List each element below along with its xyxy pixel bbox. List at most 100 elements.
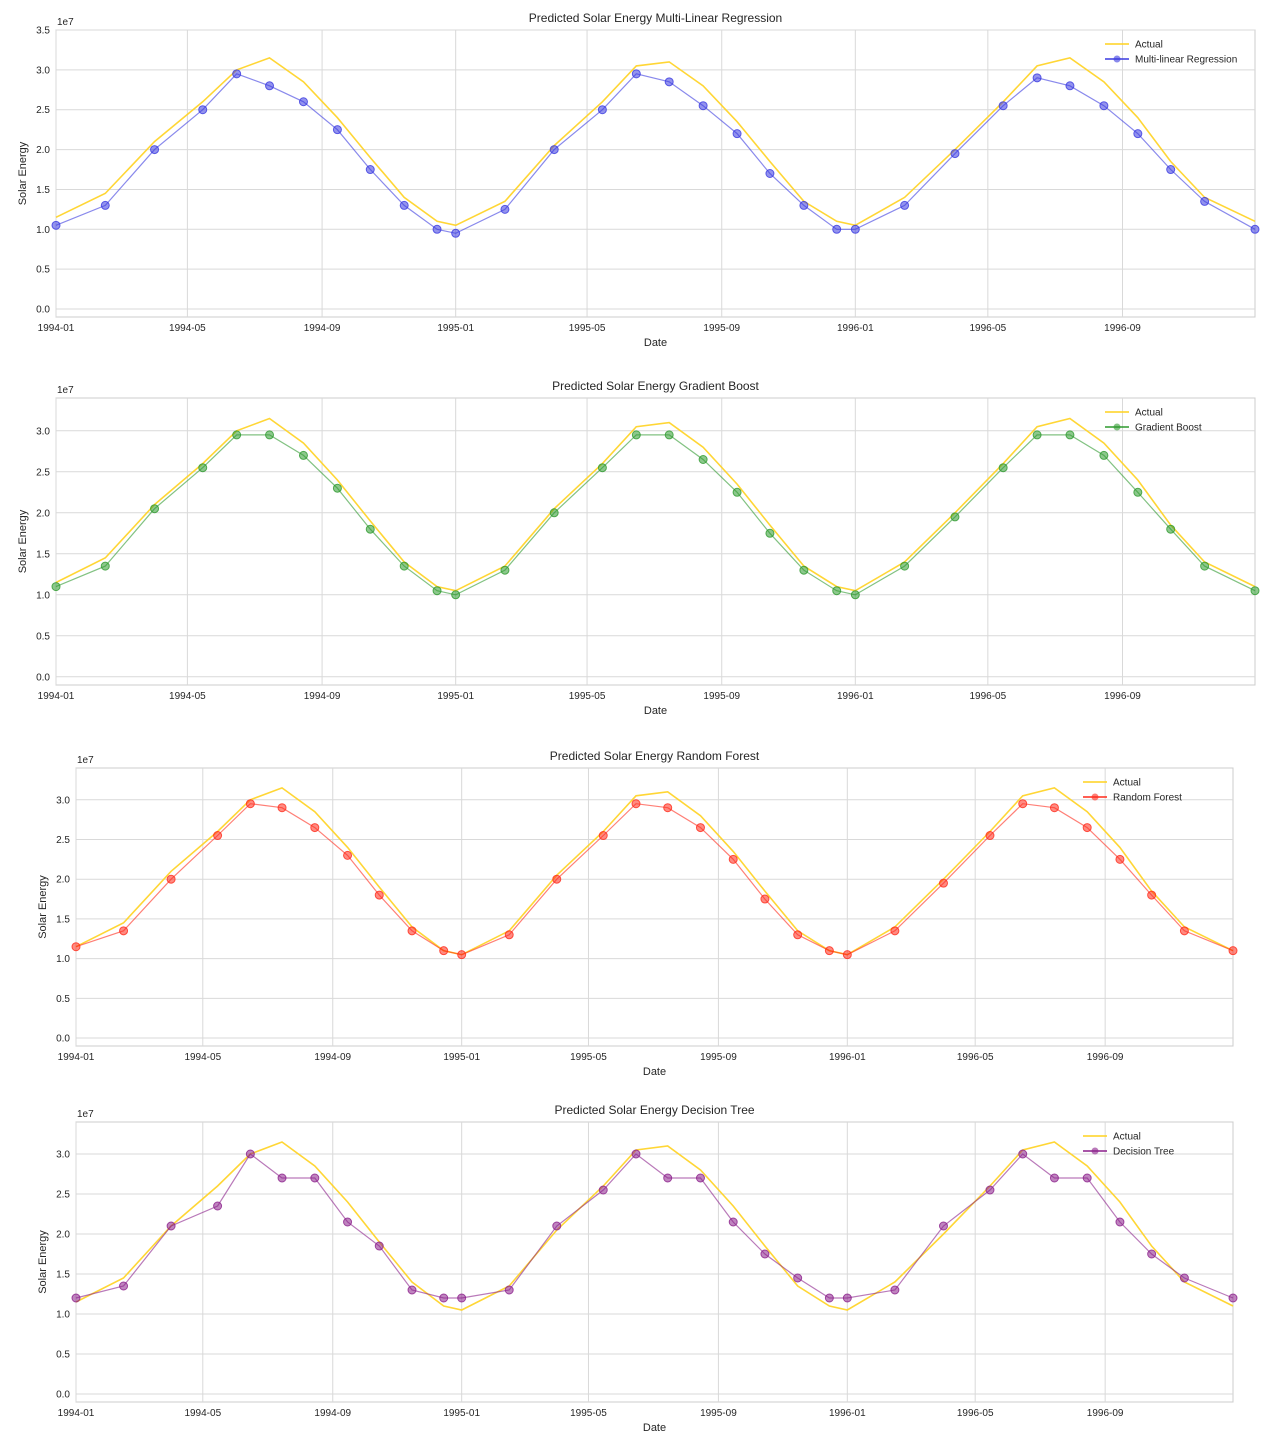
y-tick-label: 2.0: [36, 145, 50, 156]
legend-label: Actual: [1113, 778, 1141, 789]
y-tick-label: 3.0: [56, 1150, 70, 1161]
x-tick-label: 1995-01: [443, 1408, 480, 1419]
data-point: [1018, 799, 1028, 809]
data-point: [399, 200, 409, 210]
x-tick-label: 1996-01: [829, 1052, 866, 1063]
y-tick-label: 3.5: [36, 26, 50, 37]
y-tick-label: 1.5: [36, 185, 50, 196]
y-tick-label: 0.0: [56, 1034, 70, 1045]
x-axis-label: Date: [644, 705, 667, 717]
data-point: [432, 224, 442, 234]
data-point: [166, 1221, 176, 1231]
data-point: [432, 586, 442, 596]
y-tick-label: 0.0: [36, 305, 50, 316]
data-point: [500, 204, 510, 214]
legend-label: Multi-linear Regression: [1135, 55, 1237, 66]
data-point: [1049, 803, 1059, 813]
x-tick-label: 1995-09: [700, 1408, 737, 1419]
x-tick-label: 1995-09: [700, 1052, 737, 1063]
y-multiplier: 1e7: [57, 385, 74, 396]
chart-4: 0.0 0.5 1.0 1.5 2.0 2.5 3.0 1994-01 1994-05 1994-…: [37, 1103, 1238, 1434]
data-point: [850, 590, 860, 600]
data-point: [1228, 1293, 1238, 1303]
data-point: [119, 926, 129, 936]
data-point: [760, 1249, 770, 1259]
y-tick-label: 0.0: [56, 1390, 70, 1401]
data-point: [1115, 1217, 1125, 1227]
data-point: [824, 946, 834, 956]
y-tick-label: 1.5: [36, 549, 50, 560]
x-axis-label: Date: [643, 1422, 666, 1434]
data-point: [1032, 430, 1042, 440]
data-point: [100, 561, 110, 571]
y-tick-label: 1.5: [56, 1270, 70, 1281]
plot-area: [75, 1121, 1234, 1403]
data-point: [765, 169, 775, 178]
legend: Actual Decision Tree: [1083, 1132, 1175, 1158]
data-point: [631, 430, 641, 440]
y-tick-label: 3.0: [56, 795, 70, 806]
y-axis-label: Solar Energy: [37, 1230, 49, 1294]
y-multiplier: 1e7: [77, 1109, 94, 1120]
legend: Actual Random Forest: [1083, 778, 1182, 804]
data-point: [950, 149, 960, 159]
data-point: [232, 69, 242, 79]
x-tick-label: 1994-09: [314, 1052, 351, 1063]
data-point: [631, 799, 641, 809]
x-tick-label: 1994-01: [58, 1052, 95, 1063]
data-point: [504, 1285, 514, 1295]
data-point: [552, 874, 562, 884]
plot-area: [55, 397, 1256, 686]
data-point: [1228, 946, 1238, 956]
data-point: [938, 1221, 948, 1231]
legend: Actual Gradient Boost: [1105, 408, 1202, 434]
y-tick-label: 0.5: [36, 631, 50, 642]
data-point: [166, 874, 176, 884]
y-tick-label: 1.0: [56, 1310, 70, 1321]
legend-marker: [1091, 1147, 1099, 1155]
x-tick-label: 1994-01: [38, 691, 75, 702]
data-point: [549, 508, 559, 518]
data-point: [950, 512, 960, 522]
data-point: [631, 69, 641, 79]
x-tick-label: 1995-01: [437, 323, 474, 334]
chart-3: 0.0 0.5 1.0 1.5 2.0 2.5 3.0 1994-01 1994-05 1994-…: [37, 749, 1238, 1078]
data-point: [1179, 926, 1189, 936]
data-point: [1250, 586, 1260, 596]
y-tick-label: 2.5: [56, 1190, 70, 1201]
data-point: [365, 524, 375, 534]
data-point: [598, 1185, 608, 1195]
data-point: [1082, 1173, 1092, 1183]
series-line: [55, 417, 1256, 592]
x-tick-label: 1996-05: [969, 691, 1006, 702]
data-point: [842, 1293, 852, 1303]
y-tick-label: 2.0: [36, 508, 50, 519]
y-multiplier: 1e7: [77, 755, 94, 766]
data-point: [457, 1293, 467, 1303]
data-point: [265, 81, 275, 91]
data-point: [597, 105, 607, 115]
data-point: [698, 455, 708, 464]
data-point: [728, 854, 738, 864]
data-point: [1147, 890, 1157, 900]
legend-marker: [1113, 423, 1121, 431]
x-tick-label: 1994-09: [314, 1408, 351, 1419]
data-point: [900, 561, 910, 571]
x-tick-label: 1996-09: [1087, 1408, 1124, 1419]
legend-label: Actual: [1135, 408, 1163, 419]
data-point: [213, 1201, 223, 1211]
y-tick-label: 1.0: [36, 225, 50, 236]
data-point: [439, 1293, 449, 1303]
x-tick-label: 1994-05: [169, 691, 206, 702]
y-tick-label: 2.0: [56, 875, 70, 886]
data-point: [765, 528, 775, 538]
data-point: [695, 1173, 705, 1183]
data-point: [213, 831, 223, 841]
x-tick-label: 1996-01: [829, 1408, 866, 1419]
data-point: [457, 950, 467, 960]
x-tick-label: 1995-05: [569, 323, 606, 334]
x-tick-label: 1994-05: [169, 323, 206, 334]
data-point: [232, 430, 242, 440]
x-tick-label: 1996-05: [969, 323, 1006, 334]
data-point: [451, 228, 461, 238]
